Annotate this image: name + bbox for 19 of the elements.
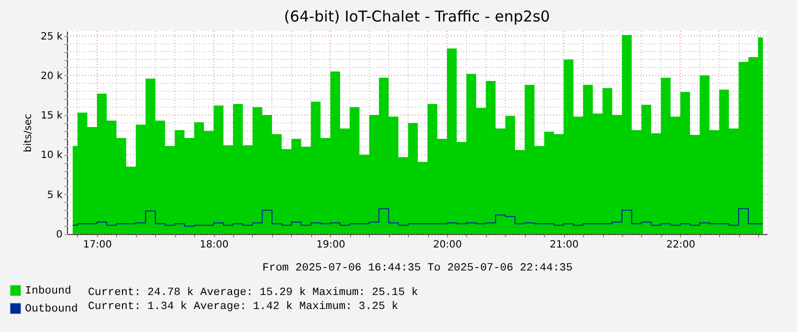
y-tick-label: 10 k bbox=[40, 150, 63, 162]
x-tick-label: 22:00 bbox=[666, 240, 696, 250]
y-tick-label: 0 bbox=[56, 230, 62, 240]
x-axis-title: From 2025-07-06 16:44:35 To 2025-07-06 22:44:35 bbox=[262, 262, 573, 274]
y-tick-label: 25 k bbox=[40, 31, 63, 42]
chart-title: (64-bit) IoT-Chalet - Traffic - enp2s0 bbox=[284, 8, 550, 26]
x-tick-label: 18:00 bbox=[200, 240, 229, 250]
x-tick-label: 20:00 bbox=[433, 240, 462, 250]
y-tick-label: 15 k bbox=[40, 110, 63, 122]
y-axis-title: bits/sec bbox=[22, 114, 34, 152]
x-tick-label: 17:00 bbox=[83, 240, 112, 250]
legend-label: Inbound bbox=[25, 286, 72, 298]
legend-label: Outbound bbox=[25, 304, 78, 316]
x-tick-label: 21:00 bbox=[550, 240, 579, 250]
text: Current: 24.78 k Average: 15.29 k Maximum: 25.15 k bbox=[88, 287, 418, 299]
y-tick-label: 20 k bbox=[40, 70, 63, 82]
y-tick-label: 5 k bbox=[47, 190, 63, 201]
text: Current: 1.34 k Average: 1.42 k Maximum: 3.25 k bbox=[88, 301, 399, 313]
x-tick-label: 19:00 bbox=[316, 240, 346, 250]
